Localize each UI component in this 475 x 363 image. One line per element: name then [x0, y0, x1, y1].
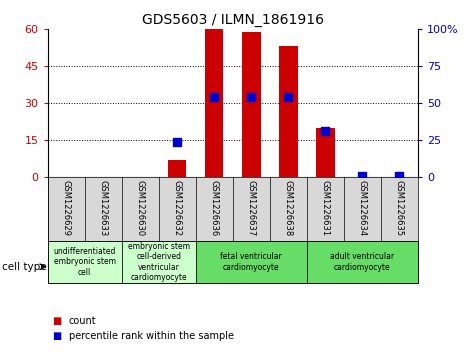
Text: ■: ■ [52, 316, 62, 326]
Point [173, 139, 181, 144]
Text: GSM1226636: GSM1226636 [210, 180, 218, 237]
Text: undifferentiated
embryonic stem
cell: undifferentiated embryonic stem cell [53, 247, 116, 277]
Bar [168, 160, 187, 177]
Text: GSM1226630: GSM1226630 [136, 180, 144, 237]
Text: cell type: cell type [2, 262, 47, 272]
Bar [279, 46, 297, 177]
Text: adult ventricular
cardiomyocyte: adult ventricular cardiomyocyte [331, 252, 395, 272]
Point [285, 94, 292, 100]
Text: GSM1226638: GSM1226638 [284, 180, 293, 237]
Point [322, 129, 329, 134]
Bar [122, 241, 196, 283]
Bar [242, 32, 260, 177]
Text: GSM1226634: GSM1226634 [358, 180, 367, 237]
Text: percentile rank within the sample: percentile rank within the sample [69, 331, 234, 341]
Bar [196, 241, 307, 283]
Bar [205, 29, 224, 177]
Point [396, 173, 403, 179]
Text: GSM1226635: GSM1226635 [395, 180, 404, 237]
Text: GSM1226633: GSM1226633 [99, 180, 107, 237]
Text: fetal ventricular
cardiomyocyte: fetal ventricular cardiomyocyte [220, 252, 282, 272]
Text: ■: ■ [52, 331, 62, 341]
Point [359, 173, 366, 179]
Bar [316, 128, 335, 177]
Text: GSM1226637: GSM1226637 [247, 180, 256, 237]
Point [210, 94, 218, 100]
Bar [48, 241, 122, 283]
Text: GSM1226631: GSM1226631 [321, 180, 330, 237]
Title: GDS5603 / ILMN_1861916: GDS5603 / ILMN_1861916 [142, 13, 324, 26]
Text: GSM1226632: GSM1226632 [173, 180, 181, 237]
Bar [307, 241, 418, 283]
Point [247, 94, 255, 100]
Text: GSM1226629: GSM1226629 [62, 180, 70, 236]
Text: embryonic stem
cell-derived
ventricular
cardiomyocyte: embryonic stem cell-derived ventricular … [128, 242, 190, 282]
Text: count: count [69, 316, 96, 326]
